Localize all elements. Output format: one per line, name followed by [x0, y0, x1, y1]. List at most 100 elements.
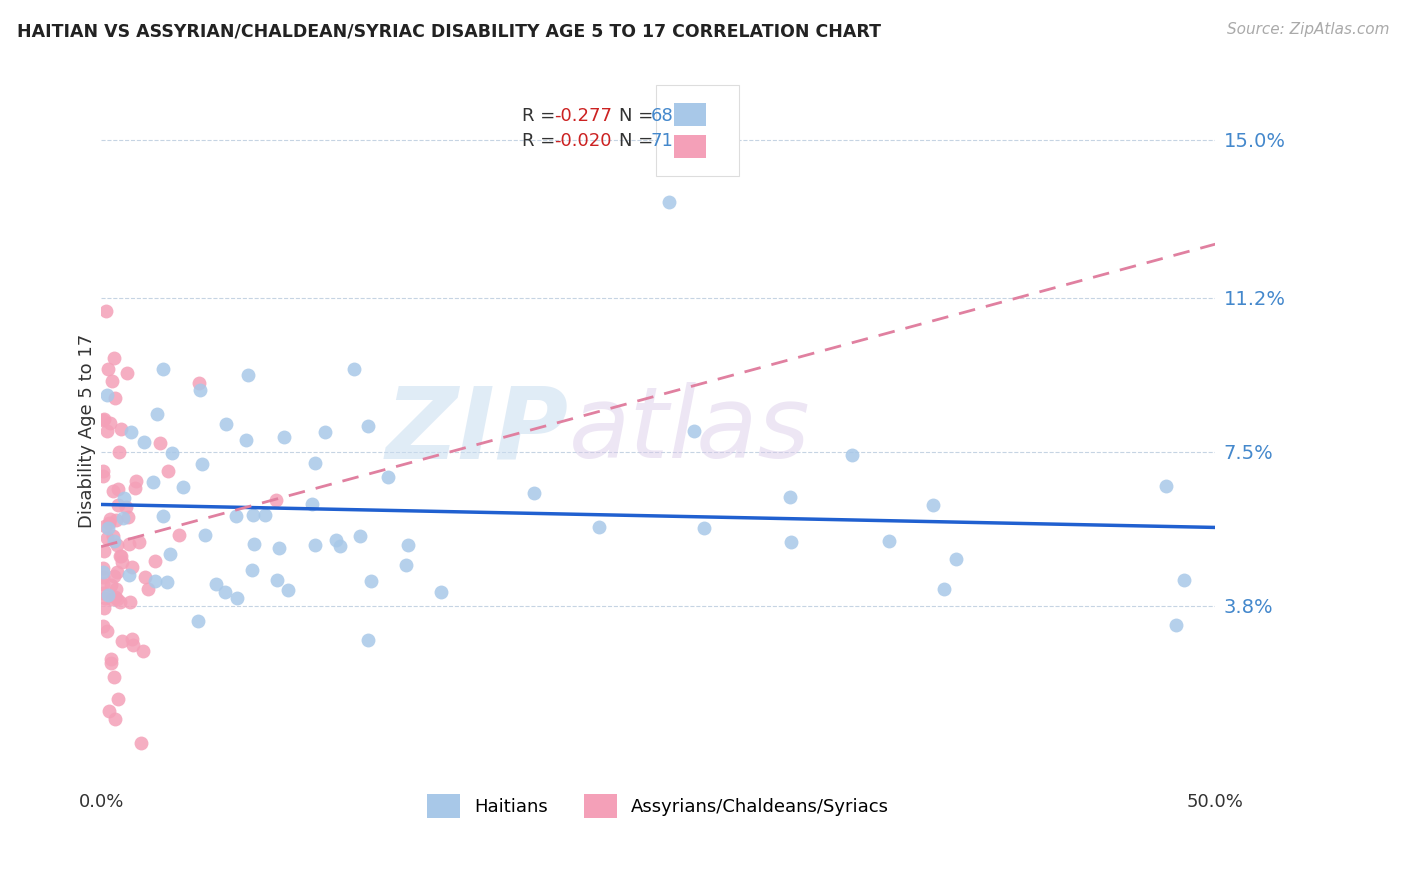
Point [98, 705, 121, 719]
Point [104, 712, 127, 726]
Point [103, 529, 125, 543]
Text: HAITIAN VS ASSYRIAN/CHALDEAN/SYRIAC DISABILITY AGE 5 TO 17 CORRELATION CHART: HAITIAN VS ASSYRIAN/CHALDEAN/SYRIAC DISA… [17, 22, 882, 40]
Point [149, 435, 172, 450]
Y-axis label: Disability Age 5 to 17: Disability Age 5 to 17 [79, 334, 96, 528]
Point [215, 417, 238, 431]
Point [314, 425, 336, 439]
Point [98, 512, 121, 526]
Point [111, 555, 134, 569]
Point [945, 551, 967, 566]
Text: R =: R = [522, 107, 561, 125]
Point [167, 528, 190, 542]
Text: -0.020: -0.020 [554, 132, 612, 150]
Point [304, 537, 326, 551]
Point [522, 486, 544, 500]
Text: N =: N = [619, 107, 659, 125]
Point [93, 600, 115, 615]
Point [93, 469, 115, 483]
Text: Source: ZipAtlas.com: Source: ZipAtlas.com [1226, 22, 1389, 37]
Point [879, 533, 901, 548]
Point [97, 516, 120, 530]
Point [129, 736, 152, 750]
Point [104, 582, 127, 597]
Point [117, 510, 139, 524]
Point [105, 566, 128, 580]
Point [103, 569, 125, 583]
Point [159, 547, 181, 561]
Legend: Haitians, Assyrians/Chaldeans/Syriacs: Haitians, Assyrians/Chaldeans/Syriacs [420, 788, 896, 825]
Point [277, 582, 299, 597]
Point [124, 481, 146, 495]
Point [160, 446, 183, 460]
Point [225, 508, 247, 523]
Point [266, 573, 288, 587]
Point [93, 560, 115, 574]
Point [125, 474, 148, 488]
Point [93, 413, 115, 427]
Point [93, 577, 115, 591]
Point [118, 567, 141, 582]
Point [780, 534, 803, 549]
Point [93, 570, 115, 584]
Point [115, 500, 138, 514]
Point [264, 492, 287, 507]
Point [132, 644, 155, 658]
Point [235, 434, 257, 448]
Point [204, 577, 226, 591]
Point [100, 657, 122, 671]
Point [103, 533, 125, 548]
Point [132, 435, 155, 450]
Point [682, 425, 704, 439]
Point [118, 537, 141, 551]
Point [343, 361, 366, 376]
Point [225, 591, 247, 606]
Point [156, 464, 179, 478]
Point [152, 509, 174, 524]
Point [115, 367, 138, 381]
Point [934, 582, 956, 596]
Point [97, 361, 120, 376]
Point [779, 490, 801, 504]
Point [114, 491, 136, 506]
Text: -0.277: -0.277 [554, 107, 613, 125]
Point [110, 549, 132, 564]
Point [156, 575, 179, 590]
Point [94, 591, 117, 606]
Point [357, 418, 380, 433]
Point [273, 429, 295, 443]
Point [96, 531, 118, 545]
Point [236, 368, 259, 383]
Point [93, 619, 115, 633]
Point [104, 590, 127, 604]
Point [143, 574, 166, 589]
Point [120, 425, 142, 439]
Point [105, 537, 128, 551]
Point [101, 591, 124, 606]
Point [1173, 573, 1195, 587]
Point [240, 562, 263, 576]
Point [107, 498, 129, 512]
Point [301, 497, 323, 511]
Point [357, 633, 380, 648]
Point [588, 519, 610, 533]
Point [96, 624, 118, 638]
Point [94, 304, 117, 318]
Point [325, 533, 347, 547]
Point [142, 475, 165, 489]
Point [396, 538, 419, 552]
Point [108, 595, 131, 609]
Point [101, 374, 124, 388]
Point [188, 384, 211, 398]
Point [172, 480, 194, 494]
Point [108, 444, 131, 458]
Text: R =: R = [522, 132, 561, 150]
Point [136, 582, 159, 596]
Point [107, 692, 129, 706]
Point [377, 469, 399, 483]
Point [146, 407, 169, 421]
Point [1154, 478, 1177, 492]
Point [254, 508, 277, 522]
Point [93, 565, 115, 579]
Point [93, 464, 115, 478]
Point [194, 528, 217, 542]
